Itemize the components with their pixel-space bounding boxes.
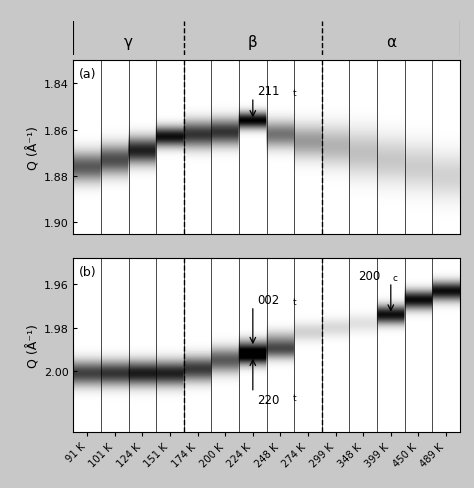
Text: β: β [248,35,258,50]
Text: c: c [392,274,397,283]
Text: t: t [293,393,296,402]
Y-axis label: Q (Å⁻¹): Q (Å⁻¹) [27,324,41,367]
Text: 220: 220 [257,393,279,406]
Text: 211: 211 [257,84,280,98]
Text: 200: 200 [358,269,380,283]
Text: γ: γ [124,35,133,50]
Text: (a): (a) [79,68,97,81]
Text: α: α [386,35,396,50]
Text: 002: 002 [257,293,279,306]
Text: (b): (b) [79,265,97,279]
Text: t: t [293,89,296,98]
Y-axis label: Q (Å⁻¹): Q (Å⁻¹) [27,126,41,169]
Text: t: t [293,298,296,306]
